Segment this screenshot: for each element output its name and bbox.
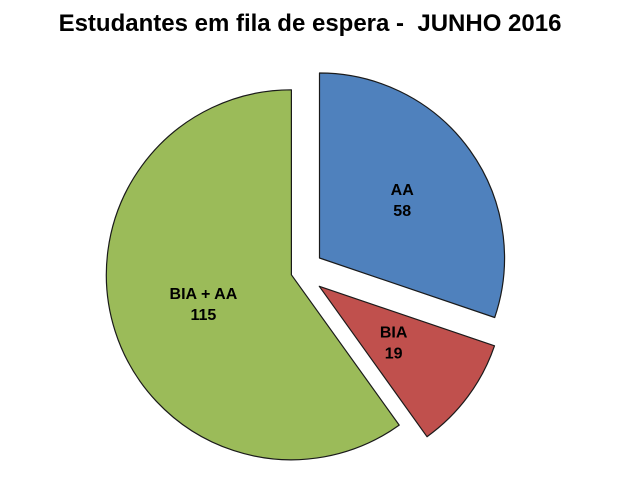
pie-slice-aa <box>318 72 506 319</box>
pie-slice-label-bia-aa: BIA + AA 115 <box>170 286 238 324</box>
chart-title: Estudantes em fila de espera - JUNHO 201… <box>58 10 562 37</box>
pie-slice-label-bia: BIA 19 <box>380 324 408 362</box>
pie-slice-bia-aa <box>105 89 400 461</box>
pie-slice-label-aa: AA 58 <box>391 182 415 220</box>
pie-slice-bia <box>318 285 496 438</box>
